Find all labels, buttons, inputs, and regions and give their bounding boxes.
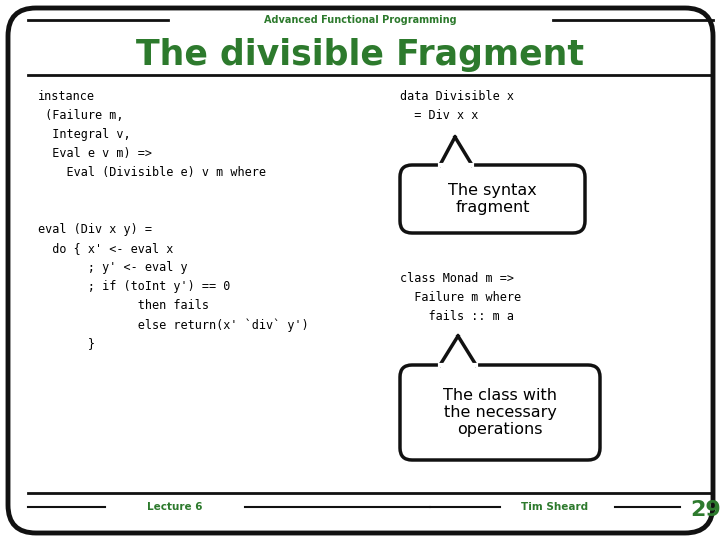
Text: The syntax
fragment: The syntax fragment [448,183,537,215]
Text: then fails: then fails [38,299,209,312]
Text: The class with
the necessary
operations: The class with the necessary operations [443,387,557,438]
Text: fails :: m a: fails :: m a [400,310,514,323]
Text: Lecture 6: Lecture 6 [147,502,203,512]
Text: data Divisible x: data Divisible x [400,90,514,103]
Text: do { x' <- eval x: do { x' <- eval x [38,242,173,255]
Text: ; y' <- eval y: ; y' <- eval y [38,261,187,274]
Text: (Failure m,: (Failure m, [38,109,123,122]
Text: Failure m where: Failure m where [400,291,521,304]
Text: The divisible Fragment: The divisible Fragment [136,38,584,72]
Text: 29: 29 [691,500,721,520]
FancyBboxPatch shape [8,8,713,533]
Text: instance: instance [38,90,95,103]
Text: }: } [38,337,95,350]
Text: ; if (toInt y') == 0: ; if (toInt y') == 0 [38,280,231,293]
Text: Eval (Divisible e) v m where: Eval (Divisible e) v m where [38,166,266,179]
Text: Eval e v m) =>: Eval e v m) => [38,147,152,160]
Polygon shape [440,137,472,167]
FancyBboxPatch shape [400,165,585,233]
Text: eval (Div x y) =: eval (Div x y) = [38,223,152,236]
Text: = Div x x: = Div x x [400,109,478,122]
Text: class Monad m =>: class Monad m => [400,272,514,285]
Text: Tim Sheard: Tim Sheard [521,502,588,512]
Polygon shape [440,336,476,367]
Text: Advanced Functional Programming: Advanced Functional Programming [264,15,456,25]
FancyBboxPatch shape [400,365,600,460]
Text: Integral v,: Integral v, [38,128,131,141]
Text: else return(x' `div` y'): else return(x' `div` y') [38,318,309,332]
